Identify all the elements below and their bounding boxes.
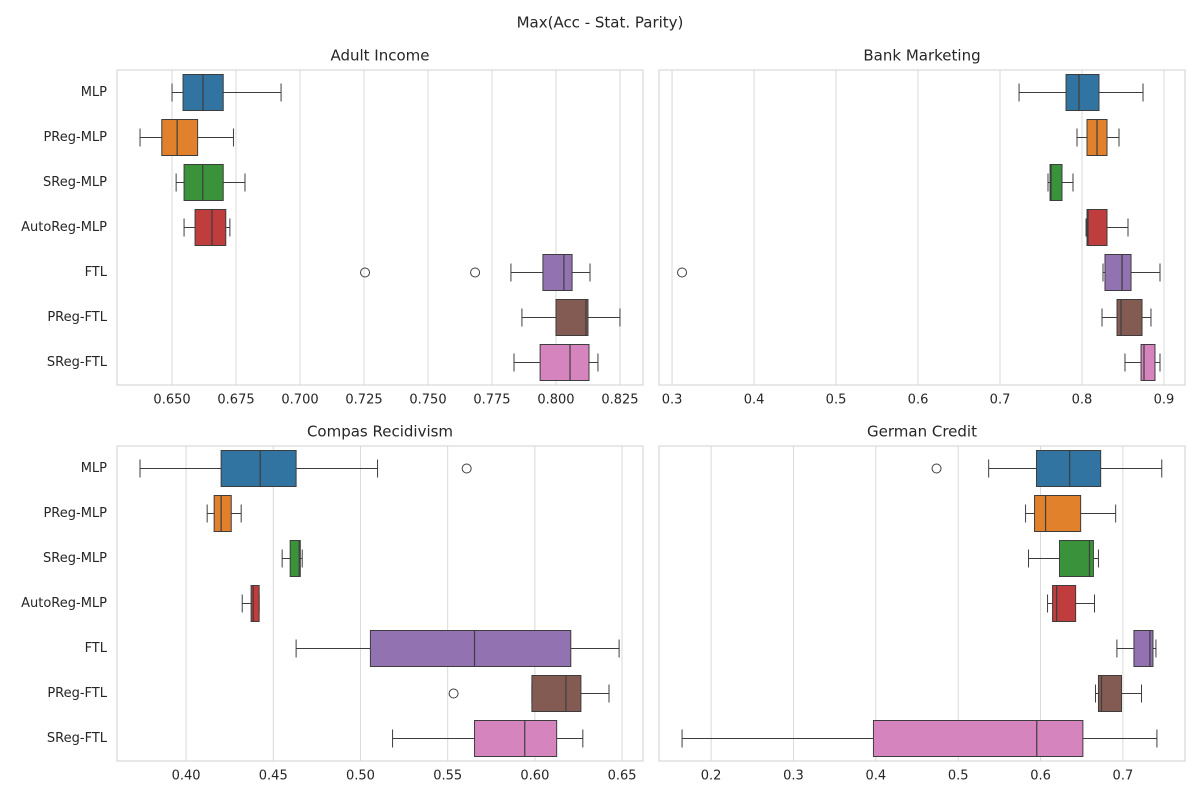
box [1097,675,1123,712]
subplot: Bank Marketing 0.3 0.4 0.5 0.6 0.7 0.8 0.9 [658,47,1186,408]
box [1034,495,1082,532]
outlier [677,267,688,278]
x-tick-label: 0.3 [783,769,804,784]
y-tick-label: PReg-MLP [43,506,107,521]
outlier [448,688,459,699]
subplot: Compas Recidivism 0.40 0.45 0.50 0.55 0.60 0.6… [21,423,644,784]
outlier [360,267,371,278]
box [542,254,573,291]
y-tick-label: AutoReg-MLP [21,596,107,611]
x-tick-label: 0.7 [990,393,1011,408]
y-tick-label: SReg-FTL [47,731,108,746]
x-tick-label: 0.650 [153,393,190,408]
y-tick-label: AutoReg-MLP [21,220,107,235]
outlier [461,463,472,474]
x-tick-label: 0.50 [346,769,375,784]
x-tick-label: 0.55 [433,769,462,784]
subplot-title: German Credit [867,423,977,441]
y-tick-label: FTL [85,641,108,656]
x-tick-label: 0.9 [1154,393,1175,408]
x-tick-label: 0.7 [1113,769,1134,784]
box [250,585,260,622]
x-tick-label: 0.2 [701,769,722,784]
box [213,495,232,532]
subplot-title: Bank Marketing [863,47,980,65]
box [1049,164,1063,201]
x-tick-label: 0.4 [865,769,886,784]
x-tick-label: 0.60 [520,769,549,784]
x-tick-label: 0.750 [409,393,446,408]
box [555,299,589,336]
x-tick-label: 0.4 [744,393,765,408]
box [194,209,227,246]
y-tick-label: SReg-FTL [47,355,108,370]
plot-area [116,445,644,762]
box [1036,450,1102,487]
box [1065,74,1100,111]
box [369,630,572,667]
box [1058,540,1094,577]
x-tick-label: 0.725 [345,393,382,408]
box [474,720,558,757]
figure-title: Max(Acc - Stat. Parity) [517,14,684,32]
y-tick-label: MLP [81,85,107,100]
box [220,450,297,487]
subplot: Adult Income 0.650 0.675 0.700 0.725 0.750 0.7… [21,47,644,408]
x-tick-label: 0.825 [601,393,638,408]
x-tick-label: 0.5 [948,769,969,784]
box [539,344,590,381]
box [531,675,582,712]
box [289,540,301,577]
x-tick-label: 0.800 [537,393,574,408]
x-tick-label: 0.775 [473,393,510,408]
y-tick-label: SReg-MLP [43,551,107,566]
x-tick-label: 0.3 [662,393,683,408]
box [1086,209,1108,246]
box [1104,254,1132,291]
y-tick-label: SReg-MLP [43,175,107,190]
subplot: German Credit 0.2 0.3 0.4 0.5 0.6 0.7 [658,423,1186,784]
x-tick-label: 0.5 [826,393,847,408]
x-tick-label: 0.6 [1030,769,1051,784]
box [1133,630,1154,667]
y-tick-label: PReg-FTL [47,310,107,325]
subplot-title: Compas Recidivism [307,423,453,441]
y-tick-label: PReg-FTL [47,686,107,701]
box [161,119,199,156]
box [1052,585,1077,622]
y-tick-label: MLP [81,461,107,476]
plot-area [658,445,1186,762]
x-tick-label: 0.45 [259,769,288,784]
box [183,164,224,201]
y-tick-label: PReg-MLP [43,130,107,145]
x-tick-label: 0.40 [172,769,201,784]
outlier [470,267,481,278]
x-tick-label: 0.65 [608,769,637,784]
y-tick-label: FTL [85,265,108,280]
x-tick-label: 0.700 [281,393,318,408]
box [872,720,1084,757]
x-tick-label: 0.6 [908,393,929,408]
outlier [931,463,942,474]
x-tick-label: 0.8 [1072,393,1093,408]
subplot-title: Adult Income [330,47,429,65]
x-tick-label: 0.675 [217,393,254,408]
box [1140,344,1156,381]
